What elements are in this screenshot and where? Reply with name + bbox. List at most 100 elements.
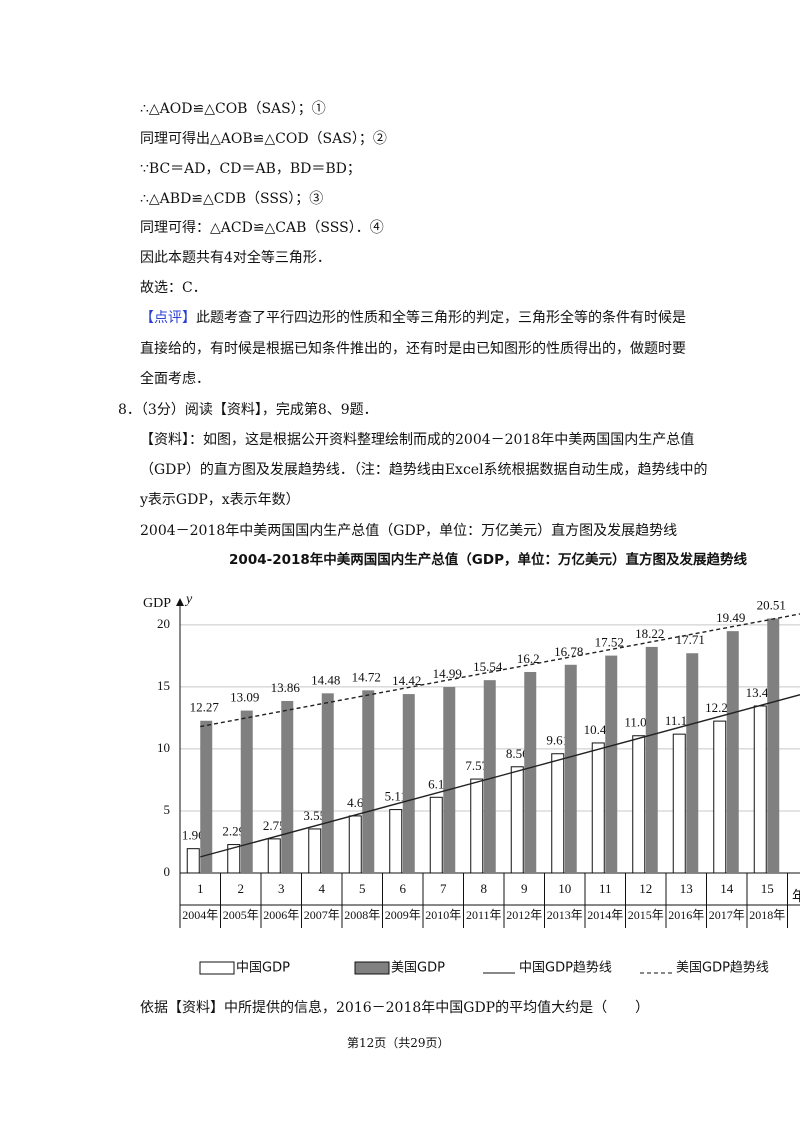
bar	[767, 618, 780, 873]
year-label: 2016年	[668, 908, 704, 922]
value-label: 2.29	[222, 824, 245, 839]
x-tick-label: 5	[359, 881, 366, 896]
value-label: 6.1	[428, 776, 444, 791]
bar	[402, 694, 415, 873]
bar	[227, 844, 241, 874]
bar	[186, 848, 200, 874]
chart-title: 2004-2018年中美两国国内生产总值（GDP，单位：万亿美元）直方图及发展趋…	[229, 551, 747, 568]
y-tick-label: 5	[164, 802, 171, 817]
comment-line: 全面考虑．	[140, 371, 210, 387]
bar	[483, 680, 496, 873]
question-head: 8．（3分）阅读【资料】，完成第8、9题．	[118, 402, 378, 418]
x-tick-label: 3	[278, 881, 285, 896]
legend-swatch	[199, 961, 235, 975]
bar	[686, 653, 699, 873]
value-label: 14.72	[352, 669, 381, 684]
bar	[510, 766, 524, 874]
footer: 第12页（共29页）	[347, 1036, 450, 1050]
y-tick-label: 0	[164, 864, 171, 879]
bar	[321, 693, 334, 873]
bar	[645, 646, 658, 873]
bar	[605, 655, 618, 873]
value-label: 18.22	[635, 626, 664, 641]
question-ask: 依据【资料】中所提供的信息，2016－2018年中国GDP的平均值大约是（ ）	[140, 1000, 650, 1016]
x-tick-label: 15	[761, 881, 774, 896]
value-label: 15.54	[473, 659, 503, 674]
value-label: 4.6	[347, 795, 364, 810]
value-label: 14.99	[433, 666, 462, 681]
legend-label: 中国GDP	[236, 961, 290, 976]
x-tick-label: 1	[197, 881, 204, 896]
bar	[551, 753, 565, 874]
x-tick-label: 7	[440, 881, 447, 896]
x-tick-label: 11	[599, 881, 612, 896]
legend-label: 美国GDP趋势线	[676, 960, 769, 976]
bar	[564, 664, 577, 873]
year-label: 2015年	[628, 908, 664, 922]
bar	[632, 735, 646, 874]
year-label: 2007年	[304, 908, 340, 922]
value-label: 14.48	[311, 672, 340, 687]
x-tick-label: 14	[720, 881, 734, 896]
bar	[753, 705, 767, 874]
value-label: 9.61	[546, 733, 569, 748]
year-label: 2018年	[749, 908, 785, 922]
x-tick-label: 12	[639, 881, 652, 896]
comment-line: 直接给的，有时候是根据已知条件推出的，还有时是由已知图形的性质得出的，做题时要	[140, 341, 686, 357]
bar	[362, 690, 375, 873]
material-line: （GDP）的直方图及发展趋势线．（注：趋势线由Excel系统根据数据自动生成，趋…	[140, 462, 708, 478]
year-label: 2008年	[344, 908, 380, 922]
year-label: 2005年	[223, 908, 259, 922]
trend-line	[200, 694, 800, 858]
text-line: ∵BC＝AD，CD＝AB，BD＝BD；	[140, 161, 361, 177]
year-label: 2006年	[263, 908, 299, 922]
value-label: 20.51	[757, 597, 786, 612]
material-line: y表示GDP，x表示年数）	[140, 492, 300, 508]
comment-text: 此题考查了平行四边形的性质和全等三角形的判定，三角形全等的条件有时候是	[196, 310, 686, 326]
value-label: 19.49	[716, 610, 745, 625]
bar	[389, 809, 403, 874]
value-label: 14.42	[392, 673, 421, 688]
bar	[200, 720, 213, 873]
x-tick-label: 6	[400, 881, 407, 896]
text-line: ∴△ABD≌△CDB（SSS）；③	[140, 191, 324, 207]
value-label: 7.57	[465, 758, 488, 773]
bar	[524, 671, 537, 873]
legend-label: 美国GDP	[391, 961, 445, 976]
bar	[672, 733, 686, 874]
y-arrow-label: y	[184, 592, 193, 607]
material-line: 【资料】：如图，这是根据公开资料整理绘制而成的2004－2018年中美两国国内生…	[140, 432, 695, 448]
text-line: 同理可得出△AOB≌△COD（SAS）；②	[140, 131, 387, 147]
year-label: 2009年	[385, 908, 421, 922]
bar	[591, 742, 605, 874]
value-label: 2.75	[263, 818, 286, 833]
value-label: 13.09	[230, 690, 259, 705]
text-line: 同理可得：△ACD≌△CAB（SSS）．④	[140, 220, 384, 236]
x-tick-label: 13	[680, 881, 693, 896]
year-label: 2017年	[709, 908, 745, 922]
year-label: 2013年	[547, 908, 583, 922]
year-label: 2004年	[182, 908, 218, 922]
value-label: 12.27	[190, 700, 220, 715]
text-line: ∴△AOD≌△COB（SAS）；①	[140, 101, 326, 117]
bar	[267, 838, 281, 874]
year-label: 2012年	[506, 908, 542, 922]
x-tick-label: 4	[319, 881, 326, 896]
legend-label: 中国GDP趋势线	[519, 960, 612, 976]
bar	[240, 710, 253, 873]
year-label: 2014年	[587, 908, 623, 922]
value-label: 5.11	[385, 789, 407, 804]
bar	[348, 815, 362, 874]
bar	[281, 701, 294, 873]
bar	[726, 631, 739, 873]
value-label: 13.86	[271, 680, 301, 695]
x-tick-label: 10	[558, 881, 571, 896]
value-label: 17.52	[595, 635, 624, 650]
bar	[429, 796, 443, 874]
value-label: 3.55	[303, 808, 326, 823]
value-label: 1.96	[182, 828, 205, 843]
x-tick-label: 9	[521, 881, 528, 896]
y-arrow	[176, 598, 184, 606]
